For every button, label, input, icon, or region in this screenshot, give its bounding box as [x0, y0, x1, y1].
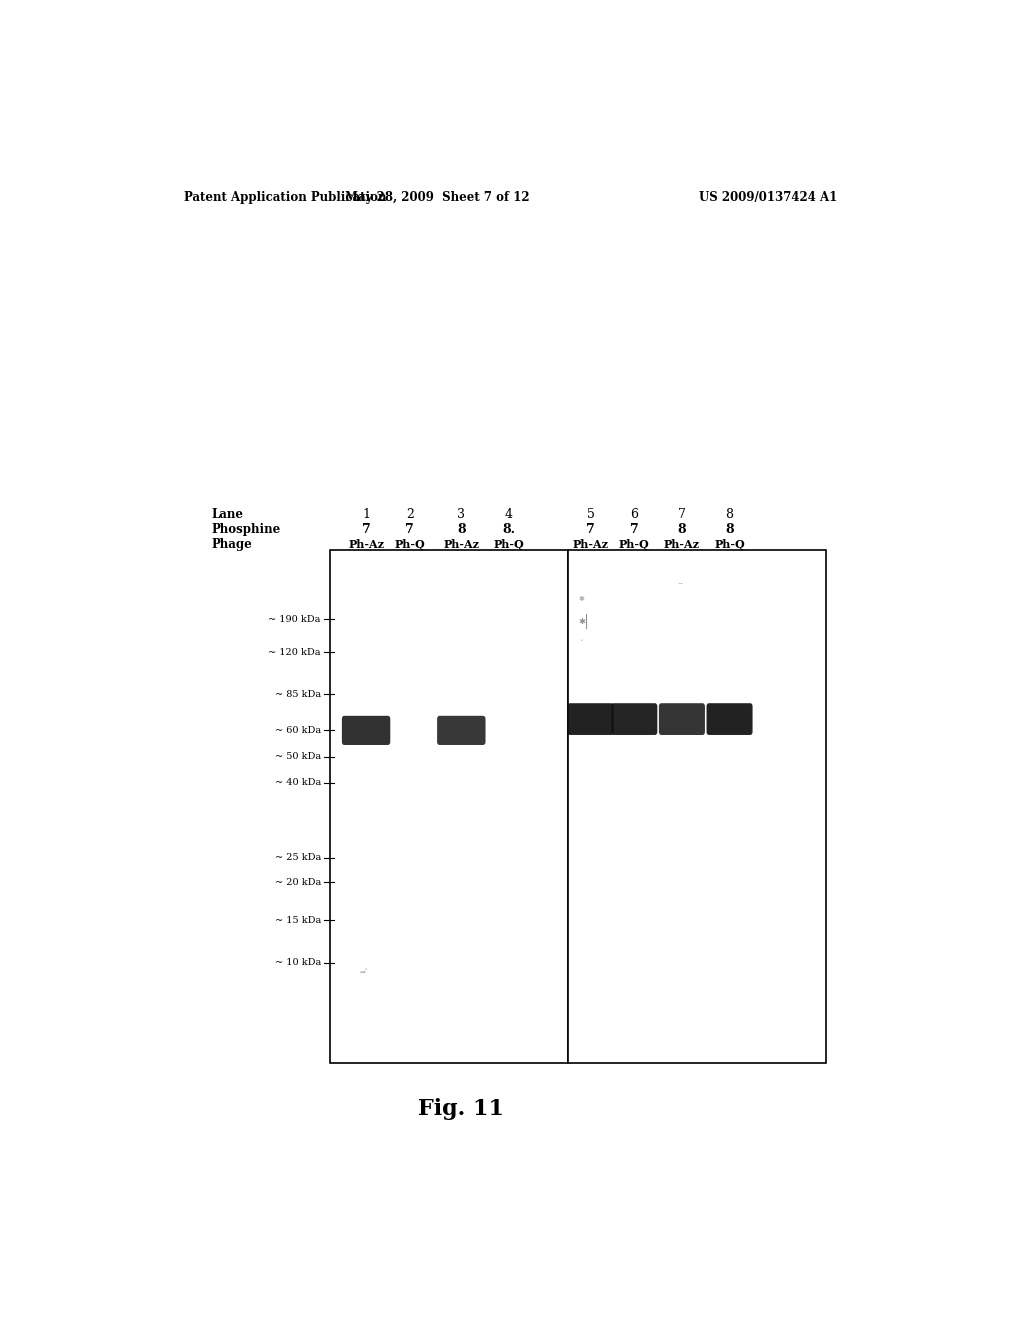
- Text: 5: 5: [587, 508, 595, 520]
- Text: Ph-Az: Ph-Az: [348, 539, 384, 550]
- Text: May 28, 2009  Sheet 7 of 12: May 28, 2009 Sheet 7 of 12: [345, 190, 529, 203]
- Text: Phage: Phage: [211, 539, 252, 552]
- FancyBboxPatch shape: [437, 715, 485, 744]
- Text: 8: 8: [678, 523, 686, 536]
- Text: 6: 6: [631, 508, 638, 520]
- FancyBboxPatch shape: [342, 715, 390, 744]
- Text: Ph-Az: Ph-Az: [664, 539, 700, 550]
- Text: US 2009/0137424 A1: US 2009/0137424 A1: [699, 190, 838, 203]
- Text: 8: 8: [457, 523, 466, 536]
- Text: 7: 7: [587, 523, 595, 536]
- Text: 7: 7: [406, 523, 414, 536]
- Text: ✱: ✱: [579, 618, 586, 626]
- Text: 3: 3: [458, 508, 465, 520]
- Text: Patent Application Publication: Patent Application Publication: [183, 190, 386, 203]
- Bar: [568, 549, 826, 1063]
- Text: 7: 7: [678, 508, 686, 520]
- Bar: [331, 549, 568, 1063]
- Text: 4: 4: [505, 508, 513, 520]
- FancyBboxPatch shape: [658, 704, 705, 735]
- FancyBboxPatch shape: [611, 704, 657, 735]
- Text: 2: 2: [406, 508, 414, 520]
- Text: 8.: 8.: [503, 523, 515, 536]
- Text: ~ 20 kDa: ~ 20 kDa: [274, 878, 321, 887]
- Text: 8: 8: [725, 523, 734, 536]
- Text: ~ 15 kDa: ~ 15 kDa: [274, 916, 321, 925]
- Text: Ph-Q: Ph-Q: [494, 539, 524, 550]
- Text: ~ 10 kDa: ~ 10 kDa: [274, 958, 321, 968]
- Text: Ph-Q: Ph-Q: [714, 539, 744, 550]
- FancyBboxPatch shape: [707, 704, 753, 735]
- Text: •: •: [579, 638, 582, 643]
- Text: ~ 25 kDa: ~ 25 kDa: [274, 853, 321, 862]
- Text: 7: 7: [630, 523, 639, 536]
- Text: Fig. 11: Fig. 11: [419, 1098, 504, 1119]
- Text: --: --: [678, 578, 684, 587]
- FancyBboxPatch shape: [567, 704, 613, 735]
- Text: 7: 7: [361, 523, 371, 536]
- Text: Phosphine: Phosphine: [211, 523, 281, 536]
- Text: ~ˈ: ~ˈ: [358, 966, 370, 978]
- Text: ~ 190 kDa: ~ 190 kDa: [268, 615, 321, 623]
- Text: ~ 120 kDa: ~ 120 kDa: [268, 648, 321, 657]
- Text: Ph-Az: Ph-Az: [572, 539, 608, 550]
- Text: ~ 40 kDa: ~ 40 kDa: [274, 779, 321, 787]
- Text: ~ 60 kDa: ~ 60 kDa: [274, 726, 321, 735]
- Text: 8: 8: [726, 508, 733, 520]
- Text: Lane: Lane: [211, 508, 244, 520]
- Text: ~ 85 kDa: ~ 85 kDa: [274, 690, 321, 700]
- Text: Ph-Q: Ph-Q: [394, 539, 425, 550]
- Text: ~ 50 kDa: ~ 50 kDa: [274, 752, 321, 762]
- Text: ✱: ✱: [579, 597, 585, 602]
- Text: Ph-Q: Ph-Q: [618, 539, 649, 550]
- Text: 1: 1: [362, 508, 370, 520]
- Text: Ph-Az: Ph-Az: [443, 539, 479, 550]
